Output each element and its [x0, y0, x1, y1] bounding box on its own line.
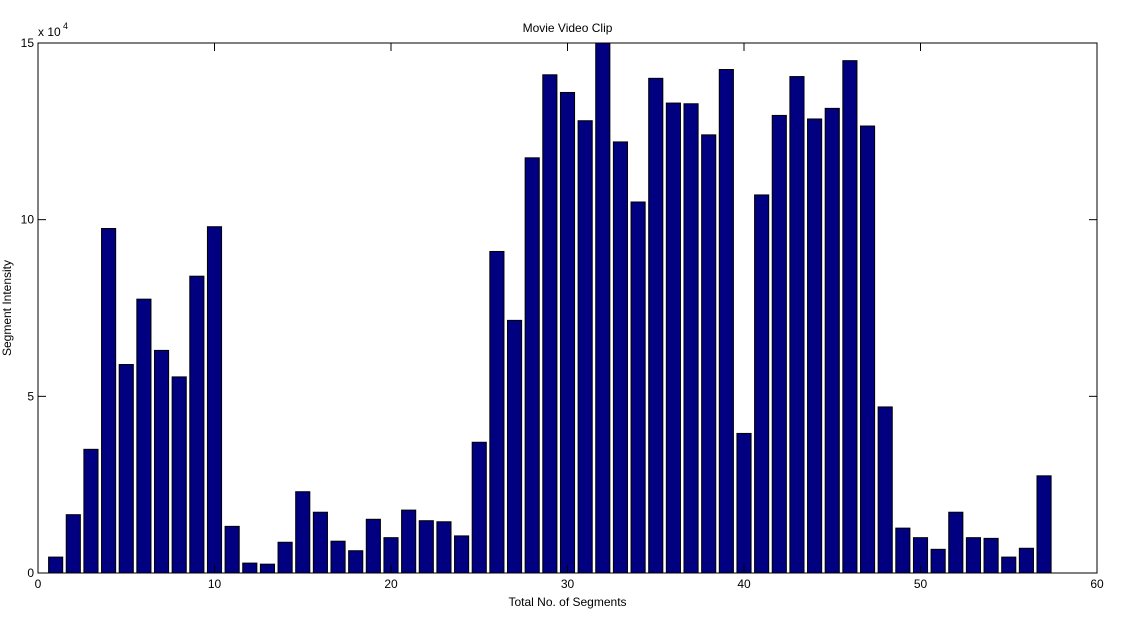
bar	[506, 319, 523, 574]
chart-title: Movie Video Clip	[523, 21, 613, 35]
bar	[577, 120, 593, 574]
bar	[1036, 475, 1052, 574]
bar	[489, 250, 505, 574]
bar	[418, 520, 434, 574]
bar	[948, 511, 964, 574]
bar	[65, 514, 81, 574]
ticks-group: 0 10 20 30 40 50 60 0 5 10 15	[21, 36, 1104, 591]
x-tick-label: 50	[914, 577, 928, 591]
x-tick-label: 20	[384, 577, 398, 591]
y-exponent-label: x 10 4	[38, 21, 68, 39]
bar	[595, 42, 611, 574]
bar	[471, 441, 487, 574]
bar	[965, 537, 982, 574]
bar	[48, 556, 64, 574]
bar	[877, 406, 893, 574]
bar	[665, 102, 681, 574]
bar	[436, 521, 452, 574]
bars-group	[48, 42, 1052, 574]
bar	[842, 60, 858, 574]
x-axis-label: Total No. of Segments	[508, 595, 626, 609]
bar	[1001, 556, 1017, 574]
bar	[136, 298, 152, 574]
bar	[983, 537, 999, 574]
y-exponent-power: 4	[63, 21, 68, 31]
bar	[1018, 547, 1034, 574]
x-tick-label: 30	[561, 577, 575, 591]
y-tick-label: 5	[27, 389, 34, 403]
bar	[807, 118, 823, 574]
x-tick-label: 0	[35, 577, 42, 591]
bar	[365, 518, 381, 574]
bar	[401, 509, 417, 574]
bar	[259, 563, 276, 574]
bar	[171, 376, 187, 574]
bar	[930, 548, 946, 574]
bar	[295, 491, 311, 574]
bar	[771, 114, 787, 574]
bar	[189, 275, 205, 574]
x-tick-label: 10	[208, 577, 222, 591]
bar	[454, 535, 470, 574]
bar	[648, 77, 664, 574]
x-tick-label: 60	[1090, 577, 1104, 591]
bar	[224, 525, 240, 574]
bar	[277, 541, 293, 574]
bar	[101, 228, 117, 574]
bar	[312, 511, 328, 574]
y-tick-label: 0	[27, 566, 34, 580]
bar	[683, 103, 699, 574]
bar	[242, 562, 258, 574]
y-tick-label: 15	[21, 36, 35, 50]
bar	[718, 69, 734, 574]
bar	[736, 432, 752, 574]
x-tick-label: 40	[737, 577, 751, 591]
bar	[612, 141, 629, 574]
bar	[559, 91, 576, 574]
bar	[630, 201, 646, 574]
bar	[789, 76, 805, 574]
y-axis-label: Segment Intensity	[0, 260, 14, 356]
y-exponent-base: x 10	[38, 25, 61, 39]
bar	[524, 157, 540, 574]
y-tick-label: 10	[21, 213, 35, 227]
bar	[330, 540, 346, 574]
bar	[859, 125, 876, 574]
bar	[701, 134, 717, 574]
bar	[153, 349, 170, 574]
bar	[118, 364, 134, 574]
bar	[824, 107, 840, 574]
bar	[206, 226, 223, 574]
bar	[542, 74, 558, 574]
bar	[83, 448, 99, 574]
bar	[895, 527, 911, 574]
bar	[348, 550, 364, 574]
bar	[754, 194, 770, 574]
